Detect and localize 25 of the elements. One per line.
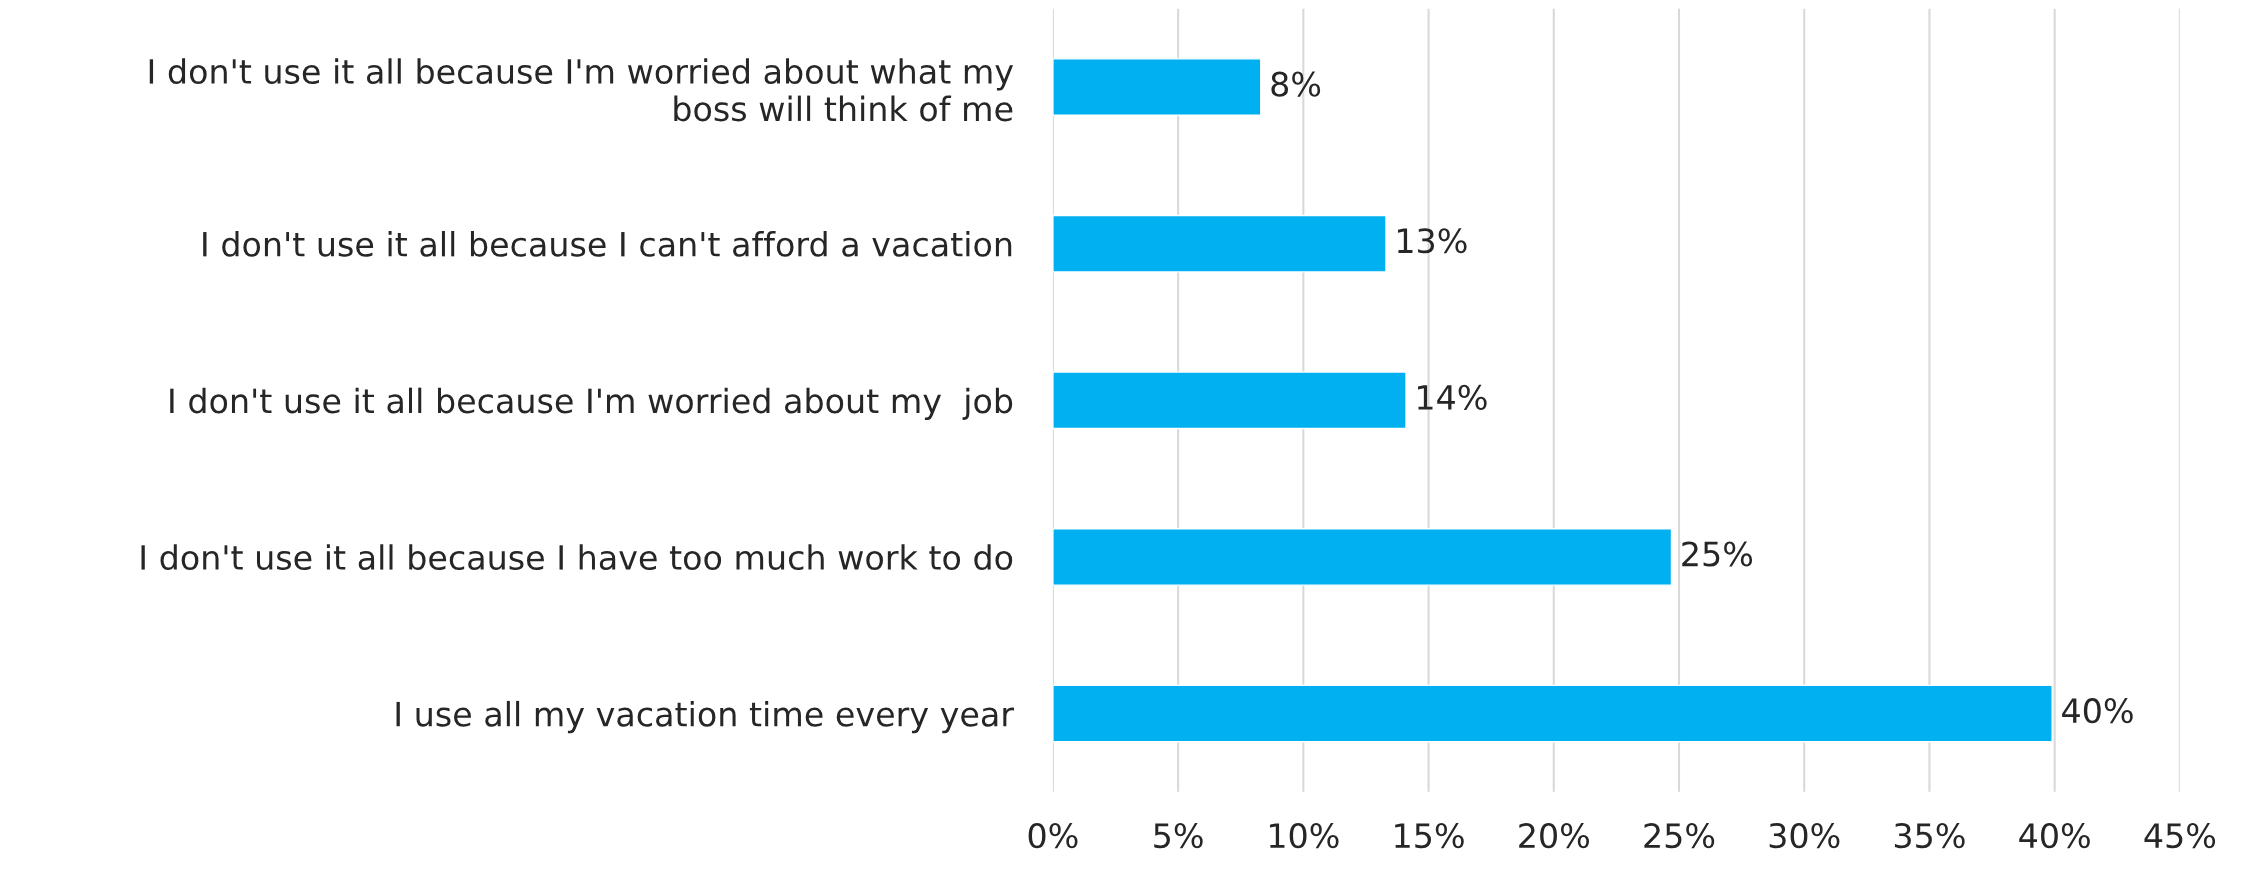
x-tick-label: 45% <box>2144 823 2216 849</box>
data-label: 40% <box>2062 698 2133 724</box>
x-tick-label: 30% <box>1769 823 1840 849</box>
y-tick-label: I use all my vacation time every year <box>396 700 1015 734</box>
bar <box>1052 528 1673 586</box>
x-tick-label: 40% <box>2019 823 2090 849</box>
x-tick-label: 10% <box>1269 823 1339 849</box>
bar <box>1052 58 1262 116</box>
x-tick-label: 5% <box>1154 823 1203 849</box>
data-label: 25% <box>1682 541 1753 567</box>
x-tick-label: 25% <box>1644 823 1715 849</box>
y-tick-label: I don't use it all because I'm worried about my job <box>170 387 1013 420</box>
bar <box>1052 371 1407 430</box>
y-tick-label: I don't use it all because I have too much work to do <box>141 544 1013 571</box>
data-label: 14% <box>1418 384 1487 410</box>
bar <box>1052 684 2053 743</box>
data-label: 8% <box>1271 71 1321 97</box>
data-label: 13% <box>1397 228 1467 254</box>
x-tick-label: 35% <box>1894 823 1965 849</box>
x-tick-label: 15% <box>1395 823 1464 849</box>
y-tick-label: I don't use it all because I can't afford a vacation <box>203 231 1012 257</box>
y-tick-label: I don't use it all because I'm worried about what my boss will think of me <box>149 58 1014 122</box>
bar <box>1052 214 1387 273</box>
x-tick-label: 0% <box>1028 823 1078 849</box>
x-tick-label: 20% <box>1519 823 1589 849</box>
